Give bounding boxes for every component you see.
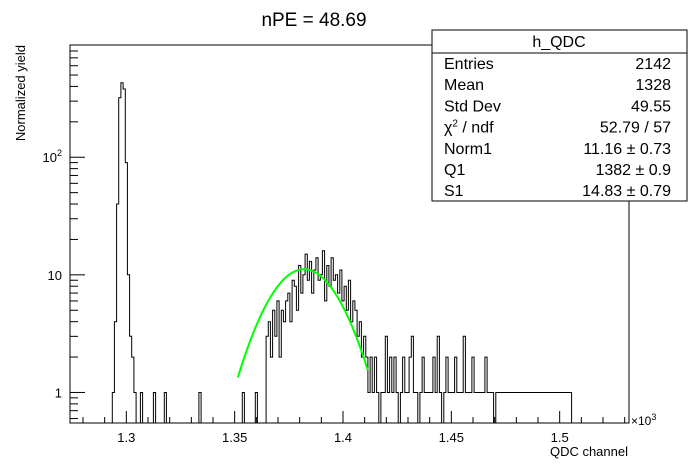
stats-row-value: 14.83 ± 0.79 xyxy=(582,183,671,200)
x-tick-label: 1.4 xyxy=(334,430,352,445)
chart-title: nPE = 48.69 xyxy=(261,10,366,31)
gaussian-fit-curve xyxy=(236,268,369,378)
y-axis-label: Normalized yield xyxy=(13,45,28,141)
x-axis: 1.3 1.35 1.4 1.45 1.5 xyxy=(82,411,626,445)
x-axis-multiplier: ×103 xyxy=(631,412,656,428)
stats-row-label: S1 xyxy=(444,183,464,200)
stats-row-value: 2142 xyxy=(635,56,671,73)
x-tick-label: 1.5 xyxy=(551,430,569,445)
stats-row-value: 1382 ± 0.9 xyxy=(595,162,671,179)
x-tick-label: 1.3 xyxy=(117,430,135,445)
stats-box-frame xyxy=(431,29,688,202)
stats-rows: Entries 2142 Mean 1328 Std Dev 49.55 χ2 / ndf 5… xyxy=(444,56,671,200)
y-tick-label: 102 xyxy=(43,148,62,165)
stats-row-label: Q1 xyxy=(444,162,465,179)
stats-row-label: χ2 / ndf xyxy=(444,119,494,137)
stats-row-label: Std Dev xyxy=(444,98,501,115)
stats-box: h_QDC Entries 2142 Mean 1328 Std Dev 49.55 χ2 … xyxy=(431,29,688,202)
stats-row-value: 1328 xyxy=(635,77,671,94)
x-axis-label: QDC channel xyxy=(550,444,628,459)
stats-box-title: h_QDC xyxy=(532,34,585,51)
stats-row-value: 11.16 ± 0.73 xyxy=(583,141,671,158)
stats-row-value: 49.55 xyxy=(631,98,671,115)
plot-frame xyxy=(69,44,630,424)
stats-row-label: Mean xyxy=(444,77,484,94)
y-axis: 1 10 102 xyxy=(43,44,85,420)
y-tick-label: 10 xyxy=(48,268,62,283)
y-tick-label: 1 xyxy=(55,385,62,400)
stats-row-label: Entries xyxy=(444,56,494,73)
x-tick-label: 1.35 xyxy=(222,430,247,445)
x-tick-label: 1.45 xyxy=(439,430,464,445)
histogram-line xyxy=(111,82,573,424)
stats-row-value: 52.79 / 57 xyxy=(600,120,671,137)
stats-row-label: Norm1 xyxy=(444,141,492,158)
